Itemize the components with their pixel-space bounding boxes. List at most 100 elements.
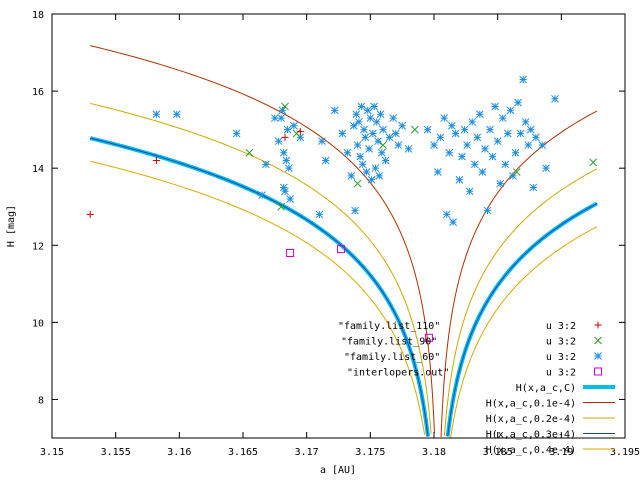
data-point xyxy=(496,179,505,188)
legend-series-name: "interlopers.out" xyxy=(347,368,449,379)
data-point xyxy=(375,172,384,180)
data-point xyxy=(503,129,512,138)
data-point xyxy=(365,145,373,153)
data-point xyxy=(296,133,305,142)
data-point xyxy=(594,321,602,329)
data-point xyxy=(451,129,460,138)
data-point xyxy=(524,141,533,149)
data-point xyxy=(594,336,602,345)
legend-entry-label: H(x,a_c,0.4e-4) xyxy=(486,445,576,456)
data-point xyxy=(491,102,499,111)
data-point xyxy=(372,118,381,126)
data-point xyxy=(353,141,362,149)
data-point xyxy=(379,141,387,149)
x-tick-label: 3.195 xyxy=(610,447,640,458)
curve-group xyxy=(89,45,598,438)
data-point xyxy=(512,168,521,176)
data-point xyxy=(343,148,352,157)
data-point xyxy=(284,164,293,173)
plot-frame xyxy=(51,13,626,439)
data-point xyxy=(281,102,289,111)
data-point xyxy=(274,137,283,146)
y-tick-label: 12 xyxy=(32,241,44,252)
data-point xyxy=(286,248,295,257)
curve-line xyxy=(443,168,598,436)
data-point xyxy=(232,129,241,138)
y-tick-label: 8 xyxy=(38,395,44,406)
data-point xyxy=(258,191,266,200)
curve-line xyxy=(90,160,426,435)
x-tick-label: 3.155 xyxy=(101,447,131,458)
data-point xyxy=(360,125,368,134)
data-point xyxy=(463,141,471,149)
data-point xyxy=(468,118,477,126)
data-point xyxy=(318,137,326,146)
legend-series-name: "family.list_110" xyxy=(338,321,440,332)
data-point xyxy=(436,133,445,142)
data-point xyxy=(376,110,385,119)
data-point xyxy=(370,102,379,111)
data-point xyxy=(458,152,466,161)
axis-ticks: 3.15 3.155 3.16 3.165 3.17 3.175 3.18 3.185 3.19… xyxy=(32,10,640,458)
data-point xyxy=(279,183,288,192)
y-tick-label: 18 xyxy=(32,10,44,21)
data-point xyxy=(521,118,530,126)
points-group xyxy=(86,75,598,342)
data-point xyxy=(152,156,160,164)
data-point xyxy=(389,114,398,122)
data-point xyxy=(532,133,540,142)
data-point xyxy=(488,152,497,161)
legend-series-name: "family.list_90" xyxy=(341,337,437,348)
data-point xyxy=(519,75,527,84)
data-point xyxy=(493,137,502,146)
data-point xyxy=(358,160,367,169)
data-point xyxy=(351,206,359,215)
data-point xyxy=(385,133,394,142)
y-tick-label: 16 xyxy=(32,87,44,98)
data-point xyxy=(381,156,390,165)
data-point xyxy=(470,160,479,169)
x-tick-label: 3.17 xyxy=(295,447,319,458)
curve-line xyxy=(90,45,435,433)
data-point xyxy=(526,125,535,134)
data-point xyxy=(551,94,559,103)
data-point xyxy=(352,110,361,119)
data-point xyxy=(277,114,286,122)
x-tick-label: 3.19 xyxy=(549,447,573,458)
legend-entry-label: u 3:2 xyxy=(546,337,576,348)
data-point xyxy=(538,141,547,149)
legend-entry-label: H(x,a_c,C) xyxy=(516,383,576,394)
x-tick-label: 3.185 xyxy=(483,447,513,458)
data-point xyxy=(379,125,387,134)
data-point xyxy=(337,245,346,254)
legend-series-name: "family.list_60" xyxy=(344,352,440,363)
data-point xyxy=(282,156,291,165)
data-point xyxy=(349,121,358,130)
data-point xyxy=(290,121,298,130)
data-point xyxy=(529,183,538,192)
data-point xyxy=(357,102,366,111)
legend: "family.list_110" u 3:2"family.list_90" u … xyxy=(338,321,615,456)
data-point xyxy=(363,106,372,115)
data-point xyxy=(279,148,288,157)
data-point xyxy=(475,110,484,119)
data-point xyxy=(486,125,494,134)
data-point xyxy=(277,202,286,211)
data-point xyxy=(366,114,375,122)
data-point xyxy=(404,145,413,153)
data-point xyxy=(440,114,449,122)
curve-line xyxy=(440,110,598,437)
legend-entry-label: u 3:2 xyxy=(546,321,576,332)
data-point xyxy=(481,145,489,153)
data-point xyxy=(347,172,356,180)
x-tick-label: 3.15 xyxy=(40,447,64,458)
data-point xyxy=(338,129,347,138)
data-point xyxy=(398,121,407,130)
data-point xyxy=(433,168,442,176)
data-point xyxy=(594,367,602,376)
data-point xyxy=(424,333,433,342)
data-point xyxy=(460,125,469,134)
data-point xyxy=(330,106,339,115)
data-point xyxy=(514,98,522,107)
